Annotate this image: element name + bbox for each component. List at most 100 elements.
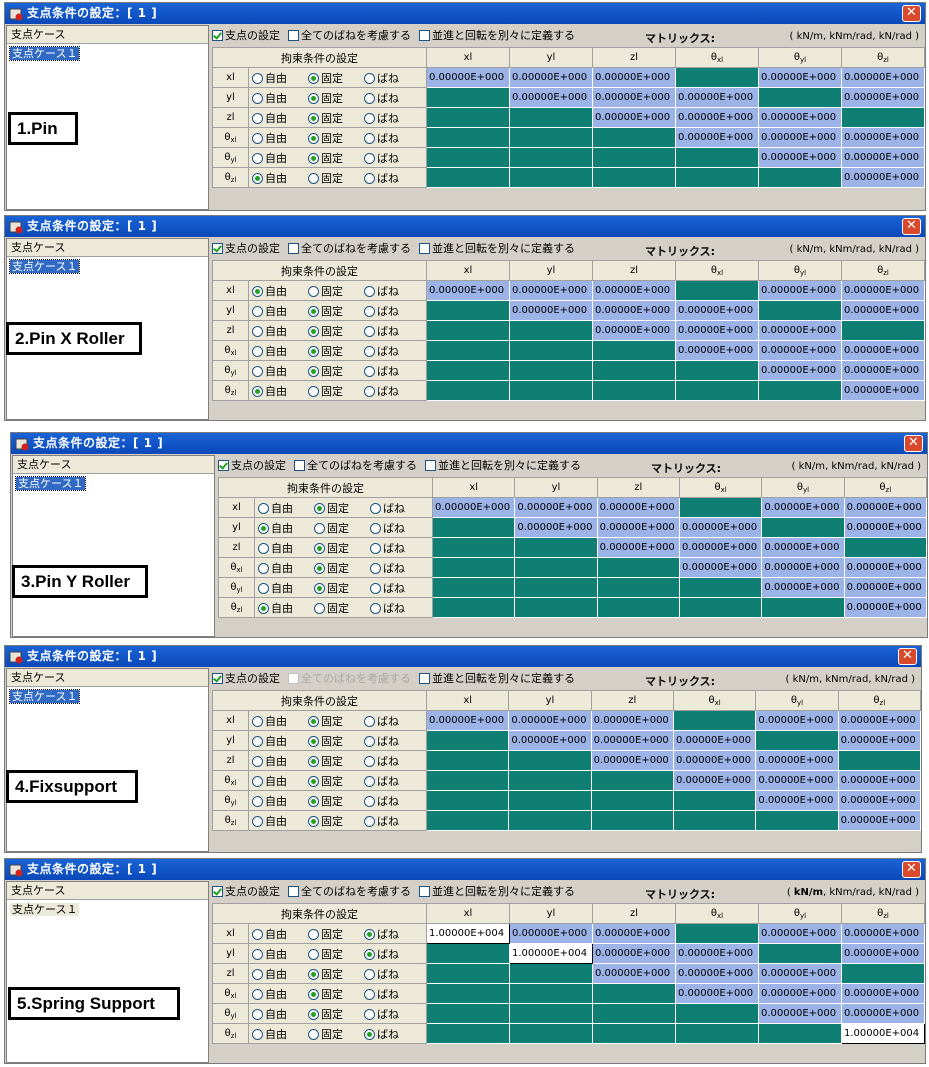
- radio-free[interactable]: 自由: [252, 70, 308, 86]
- radio-free[interactable]: 自由: [252, 773, 308, 789]
- stiffness-cell[interactable]: 0.00000E+000: [758, 983, 842, 1004]
- stiffness-cell[interactable]: 0.00000E+000: [592, 943, 676, 964]
- radio-spring[interactable]: ばね: [370, 500, 426, 516]
- stiffness-cell[interactable]: 0.00000E+000: [592, 320, 676, 341]
- stiffness-cell[interactable]: 0.00000E+000: [755, 790, 839, 811]
- stiffness-cell[interactable]: 0.00000E+000: [509, 67, 593, 88]
- stiffness-cell[interactable]: 0.00000E+000: [837, 730, 921, 751]
- radio-free[interactable]: 自由: [252, 170, 308, 186]
- radio-spring[interactable]: ばね: [364, 813, 420, 829]
- stiffness-cell[interactable]: 0.00000E+000: [596, 537, 680, 558]
- radio-free[interactable]: 自由: [258, 500, 314, 516]
- stiffness-cell[interactable]: 0.00000E+000: [675, 300, 759, 321]
- case-list-item[interactable]: 支点ケース１: [10, 903, 80, 916]
- stiffness-cell[interactable]: 0.00000E+000: [672, 770, 757, 791]
- radio-spring[interactable]: ばね: [364, 1026, 420, 1042]
- consider-all-springs-checkbox[interactable]: 全てのばねを考慮する: [288, 240, 411, 258]
- radio-spring[interactable]: ばね: [370, 580, 426, 596]
- stiffness-cell[interactable]: 0.00000E+000: [758, 923, 842, 944]
- radio-free[interactable]: 自由: [252, 363, 308, 379]
- stiffness-cell[interactable]: 0.00000E+000: [841, 1003, 925, 1024]
- support-setting-checkbox[interactable]: 支点の設定: [212, 240, 280, 258]
- stiffness-cell[interactable]: 0.00000E+000: [675, 963, 759, 984]
- stiffness-cell[interactable]: 0.00000E+000: [758, 340, 842, 361]
- radio-fixed[interactable]: 固定: [314, 600, 370, 616]
- stiffness-cell[interactable]: 0.00000E+000: [425, 710, 510, 731]
- stiffness-cell[interactable]: 0.00000E+000: [678, 517, 763, 538]
- radio-spring[interactable]: ばね: [364, 90, 420, 106]
- radio-fixed[interactable]: 固定: [308, 793, 364, 809]
- stiffness-cell[interactable]: 0.00000E+000: [758, 280, 842, 301]
- radio-spring[interactable]: ばね: [364, 110, 420, 126]
- stiffness-cell[interactable]: 0.00000E+000: [841, 87, 925, 108]
- title-bar[interactable]: 支点条件の設定：[ 1 ] ✕: [5, 3, 925, 24]
- radio-fixed[interactable]: 固定: [314, 580, 370, 596]
- stiffness-cell[interactable]: 0.00000E+000: [592, 67, 676, 88]
- stiffness-cell[interactable]: 0.00000E+000: [675, 340, 759, 361]
- radio-fixed[interactable]: 固定: [308, 323, 364, 339]
- radio-spring[interactable]: ばね: [364, 966, 420, 982]
- support-setting-checkbox[interactable]: 支点の設定: [218, 457, 286, 475]
- stiffness-cell[interactable]: 1.00000E+004: [841, 1023, 925, 1044]
- separate-definition-checkbox[interactable]: 並進と回転を別々に定義する: [419, 883, 575, 901]
- radio-fixed[interactable]: 固定: [308, 966, 364, 982]
- radio-free[interactable]: 自由: [252, 130, 308, 146]
- radio-spring[interactable]: ばね: [364, 70, 420, 86]
- radio-free[interactable]: 自由: [252, 926, 308, 942]
- stiffness-cell[interactable]: 0.00000E+000: [426, 280, 510, 301]
- radio-free[interactable]: 自由: [252, 303, 308, 319]
- radio-free[interactable]: 自由: [252, 383, 308, 399]
- separate-definition-checkbox[interactable]: 並進と回転を別々に定義する: [425, 457, 581, 475]
- radio-fixed[interactable]: 固定: [308, 946, 364, 962]
- stiffness-cell[interactable]: 0.00000E+000: [761, 537, 845, 558]
- stiffness-cell[interactable]: 0.00000E+000: [426, 67, 510, 88]
- radio-free[interactable]: 自由: [252, 1026, 308, 1042]
- stiffness-cell[interactable]: 0.00000E+000: [843, 577, 927, 598]
- stiffness-cell[interactable]: 0.00000E+000: [758, 147, 842, 168]
- radio-spring[interactable]: ばね: [364, 733, 420, 749]
- close-icon[interactable]: ✕: [904, 435, 923, 452]
- stiffness-cell[interactable]: 0.00000E+000: [514, 497, 598, 518]
- radio-fixed[interactable]: 固定: [308, 1026, 364, 1042]
- stiffness-cell[interactable]: 0.00000E+000: [590, 710, 674, 731]
- radio-spring[interactable]: ばね: [364, 926, 420, 942]
- support-case-list[interactable]: 支点ケース 支点ケース１: [6, 881, 209, 1063]
- radio-fixed[interactable]: 固定: [308, 90, 364, 106]
- stiffness-cell[interactable]: 0.00000E+000: [841, 280, 925, 301]
- stiffness-cell[interactable]: 0.00000E+000: [508, 730, 592, 751]
- case-list-item[interactable]: 支点ケース１: [14, 476, 87, 491]
- separate-definition-checkbox[interactable]: 並進と回転を別々に定義する: [419, 27, 575, 45]
- radio-fixed[interactable]: 固定: [308, 1006, 364, 1022]
- stiffness-cell[interactable]: 0.00000E+000: [837, 710, 921, 731]
- radio-free[interactable]: 自由: [252, 150, 308, 166]
- radio-spring[interactable]: ばね: [364, 1006, 420, 1022]
- stiffness-cell[interactable]: 0.00000E+000: [431, 497, 516, 518]
- stiffness-cell[interactable]: 0.00000E+000: [761, 497, 845, 518]
- radio-fixed[interactable]: 固定: [308, 303, 364, 319]
- stiffness-cell[interactable]: 0.00000E+000: [841, 943, 925, 964]
- stiffness-cell[interactable]: 0.00000E+000: [758, 360, 842, 381]
- radio-free[interactable]: 自由: [258, 600, 314, 616]
- stiffness-cell[interactable]: 0.00000E+000: [592, 300, 676, 321]
- case-list-item[interactable]: 支点ケース１: [8, 259, 81, 274]
- radio-free[interactable]: 自由: [252, 986, 308, 1002]
- radio-fixed[interactable]: 固定: [308, 383, 364, 399]
- stiffness-cell[interactable]: 0.00000E+000: [843, 557, 927, 578]
- stiffness-cell[interactable]: 0.00000E+000: [508, 710, 592, 731]
- radio-free[interactable]: 自由: [258, 540, 314, 556]
- stiffness-cell[interactable]: 0.00000E+000: [837, 810, 921, 831]
- close-icon[interactable]: ✕: [898, 648, 917, 665]
- stiffness-cell[interactable]: 0.00000E+000: [590, 730, 674, 751]
- radio-fixed[interactable]: 固定: [308, 110, 364, 126]
- stiffness-cell[interactable]: 0.00000E+000: [675, 943, 759, 964]
- radio-spring[interactable]: ばね: [364, 383, 420, 399]
- radio-fixed[interactable]: 固定: [308, 130, 364, 146]
- radio-fixed[interactable]: 固定: [308, 343, 364, 359]
- stiffness-cell[interactable]: 0.00000E+000: [843, 597, 927, 618]
- radio-spring[interactable]: ばね: [364, 130, 420, 146]
- radio-free[interactable]: 自由: [258, 580, 314, 596]
- radio-free[interactable]: 自由: [252, 813, 308, 829]
- radio-fixed[interactable]: 固定: [308, 733, 364, 749]
- stiffness-cell[interactable]: 0.00000E+000: [758, 320, 842, 341]
- stiffness-cell[interactable]: 0.00000E+000: [592, 87, 676, 108]
